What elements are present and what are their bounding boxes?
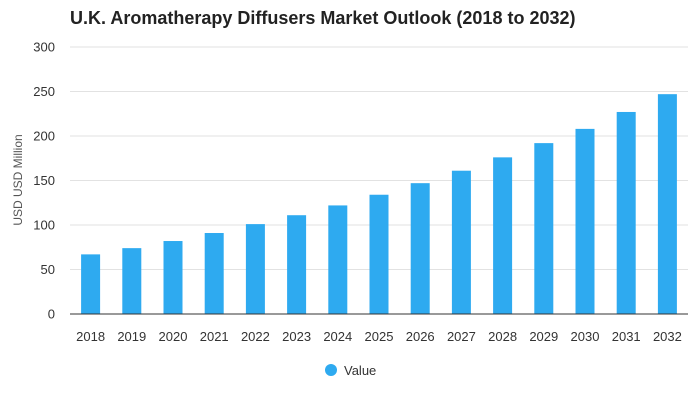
bar-2031 — [616, 111, 636, 314]
chart-title: U.K. Aromatherapy Diffusers Market Outlo… — [70, 8, 576, 28]
x-tick-label: 2032 — [653, 329, 682, 344]
x-axis-ticks: 2018 2019 2020 2021 2022 2023 2024 2025 2026 2027… — [76, 329, 682, 344]
x-tick-label: 2031 — [612, 329, 641, 344]
bar-2020 — [163, 241, 183, 314]
y-tick-label: 100 — [33, 218, 55, 233]
x-tick-label: 2023 — [282, 329, 311, 344]
bars — [81, 94, 677, 314]
y-tick-label: 250 — [33, 84, 55, 99]
bar-2023 — [287, 215, 307, 314]
x-tick-label: 2018 — [76, 329, 105, 344]
bar-2026 — [410, 183, 430, 314]
bar-2021 — [204, 233, 224, 314]
bar-2025 — [369, 194, 389, 314]
legend: Value — [325, 363, 376, 378]
bar-2028 — [493, 157, 513, 314]
bar-2032 — [657, 94, 677, 314]
x-tick-label: 2019 — [117, 329, 146, 344]
y-tick-label: 150 — [33, 173, 55, 188]
x-tick-label: 2022 — [241, 329, 270, 344]
x-tick-label: 2028 — [488, 329, 517, 344]
x-tick-label: 2029 — [529, 329, 558, 344]
legend-label: Value — [344, 363, 376, 378]
x-tick-label: 2021 — [200, 329, 229, 344]
legend-marker — [325, 364, 337, 376]
y-axis-ticks: 0 50 100 150 200 250 300 — [33, 40, 55, 322]
bar-2018 — [81, 254, 101, 314]
x-tick-label: 2027 — [447, 329, 476, 344]
x-tick-label: 2024 — [323, 329, 352, 344]
y-axis-label: USD USD Million — [11, 134, 25, 225]
bar-2022 — [245, 224, 265, 314]
bar-2024 — [328, 205, 348, 314]
y-tick-label: 300 — [33, 40, 55, 55]
y-tick-label: 0 — [48, 307, 55, 322]
x-tick-label: 2025 — [365, 329, 394, 344]
y-tick-label: 50 — [41, 262, 55, 277]
bar-2027 — [451, 170, 471, 314]
bar-2019 — [122, 248, 142, 314]
y-tick-label: 200 — [33, 129, 55, 144]
x-tick-label: 2020 — [159, 329, 188, 344]
x-tick-label: 2030 — [571, 329, 600, 344]
bar-2029 — [534, 143, 554, 314]
bar-2030 — [575, 128, 595, 314]
x-tick-label: 2026 — [406, 329, 435, 344]
